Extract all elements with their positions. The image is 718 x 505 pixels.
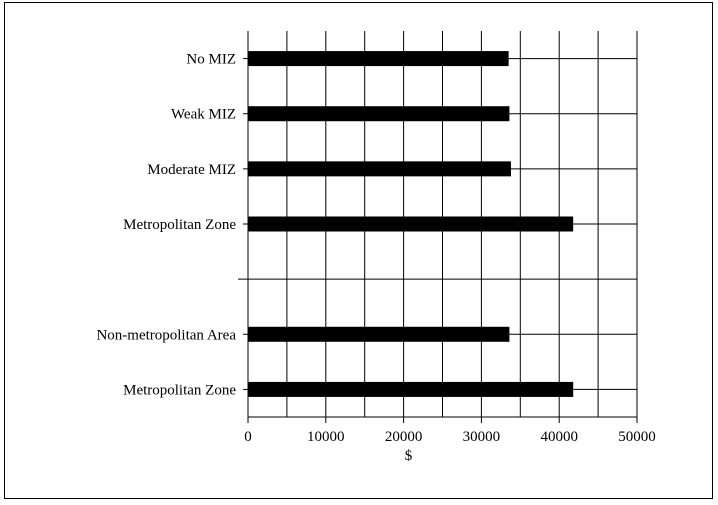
x-axis-title: $	[405, 448, 413, 464]
category-label: Metropolitan Zone	[123, 382, 236, 398]
x-tick-label: 10000	[307, 429, 345, 445]
x-tick-label: 0	[244, 429, 252, 445]
category-label: Non-metropolitan Area	[96, 327, 236, 343]
x-tick-label: 50000	[618, 429, 656, 445]
category-label: Weak MIZ	[171, 107, 236, 123]
chart-frame: No MIZ Weak MIZ Moderate MIZ Metropolitan Z…	[4, 2, 713, 499]
bar	[248, 216, 574, 232]
bar	[248, 326, 510, 342]
x-tick-label: 20000	[385, 429, 423, 445]
category-label: Moderate MIZ	[147, 162, 236, 178]
bar	[248, 161, 511, 177]
category-label: No MIZ	[186, 52, 236, 68]
labels: No MIZ Weak MIZ Moderate MIZ Metropolitan Z…	[96, 52, 655, 464]
bar	[248, 51, 509, 67]
x-tick-label: 40000	[540, 429, 578, 445]
bar	[248, 106, 510, 122]
bars	[248, 51, 574, 397]
category-label: Metropolitan Zone	[123, 217, 236, 233]
bar	[248, 381, 574, 397]
bar-chart: No MIZ Weak MIZ Moderate MIZ Metropolitan Z…	[96, 31, 656, 464]
x-tick-label: 30000	[463, 429, 501, 445]
axes	[243, 31, 638, 423]
